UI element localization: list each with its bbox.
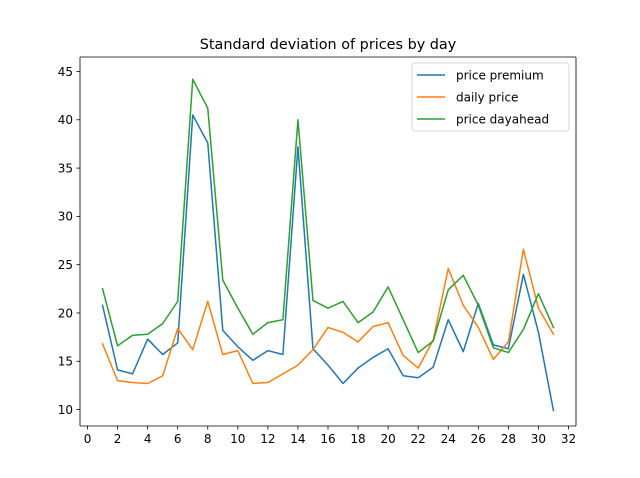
y-tick-label: 30 — [58, 210, 73, 224]
x-tick-label: 8 — [204, 432, 212, 446]
legend-label: price premium — [456, 69, 544, 83]
x-tick-label: 6 — [174, 432, 182, 446]
x-tick-label: 30 — [531, 432, 546, 446]
x-tick-label: 18 — [350, 432, 365, 446]
series-line-daily-price — [101, 248, 555, 385]
legend: price premium daily price price dayahead — [411, 62, 570, 132]
x-tick-label: 10 — [230, 432, 245, 446]
series-line-price-dayahead — [101, 78, 555, 354]
x-tick-label: 0 — [84, 432, 92, 446]
series-line-price-premium — [101, 114, 555, 412]
y-axis: 10 15 20 25 30 35 40 45 — [58, 65, 80, 417]
legend-frame — [411, 62, 570, 132]
x-tick-label: 26 — [471, 432, 486, 446]
x-tick-label: 14 — [290, 432, 305, 446]
y-tick-label: 45 — [58, 65, 73, 79]
x-tick-label: 24 — [441, 432, 456, 446]
y-tick-label: 25 — [58, 258, 73, 272]
x-tick-label: 2 — [114, 432, 122, 446]
x-tick-label: 12 — [260, 432, 275, 446]
y-tick-label: 40 — [58, 113, 73, 127]
legend-entries: price premium daily price price dayahead — [417, 69, 549, 127]
x-tick-label: 16 — [320, 432, 335, 446]
y-tick-label: 15 — [58, 355, 73, 369]
y-tick-label: 20 — [58, 306, 73, 320]
x-tick-label: 22 — [411, 432, 426, 446]
chart-title: Standard deviation of prices by day — [200, 37, 457, 53]
legend-label: price dayahead — [456, 113, 549, 127]
x-tick-label: 32 — [561, 432, 576, 446]
x-axis: 0 2 4 6 8 10 12 14 16 18 20 22 24 26 28 30 32 — [84, 426, 576, 446]
legend-label: daily price — [456, 91, 518, 105]
y-tick-label: 35 — [58, 161, 73, 175]
x-tick-label: 28 — [501, 432, 516, 446]
x-tick-label: 20 — [380, 432, 395, 446]
x-tick-label: 4 — [144, 432, 152, 446]
y-tick-label: 10 — [58, 403, 73, 417]
series-layer — [101, 78, 555, 412]
